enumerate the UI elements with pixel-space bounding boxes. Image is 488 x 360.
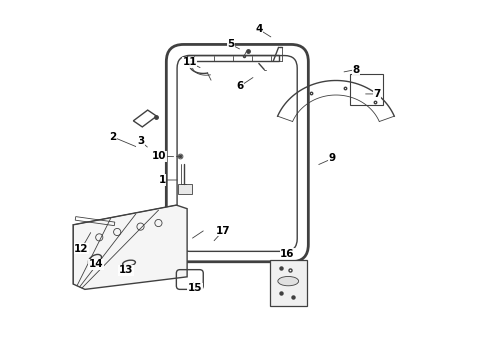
- Text: 2: 2: [109, 132, 116, 142]
- Bar: [269, 260, 306, 306]
- Text: 1: 1: [158, 175, 165, 185]
- Text: 3: 3: [137, 136, 144, 146]
- Text: 10: 10: [152, 151, 166, 161]
- Text: 14: 14: [88, 259, 103, 269]
- Text: 13: 13: [119, 265, 133, 275]
- Text: 8: 8: [351, 64, 359, 75]
- Ellipse shape: [277, 276, 298, 286]
- Bar: [349, 74, 382, 105]
- Bar: [187, 55, 278, 61]
- Bar: [178, 184, 192, 194]
- Text: 12: 12: [74, 244, 88, 254]
- Text: 6: 6: [236, 81, 244, 91]
- Text: 15: 15: [187, 283, 202, 293]
- Text: 4: 4: [255, 24, 262, 35]
- Text: 9: 9: [328, 153, 335, 163]
- Text: 16: 16: [280, 248, 294, 258]
- Text: 5: 5: [227, 40, 234, 49]
- Text: 11: 11: [182, 57, 197, 67]
- Polygon shape: [73, 205, 187, 289]
- Bar: [75, 217, 115, 226]
- Text: 7: 7: [373, 89, 380, 99]
- Text: 17: 17: [215, 226, 230, 236]
